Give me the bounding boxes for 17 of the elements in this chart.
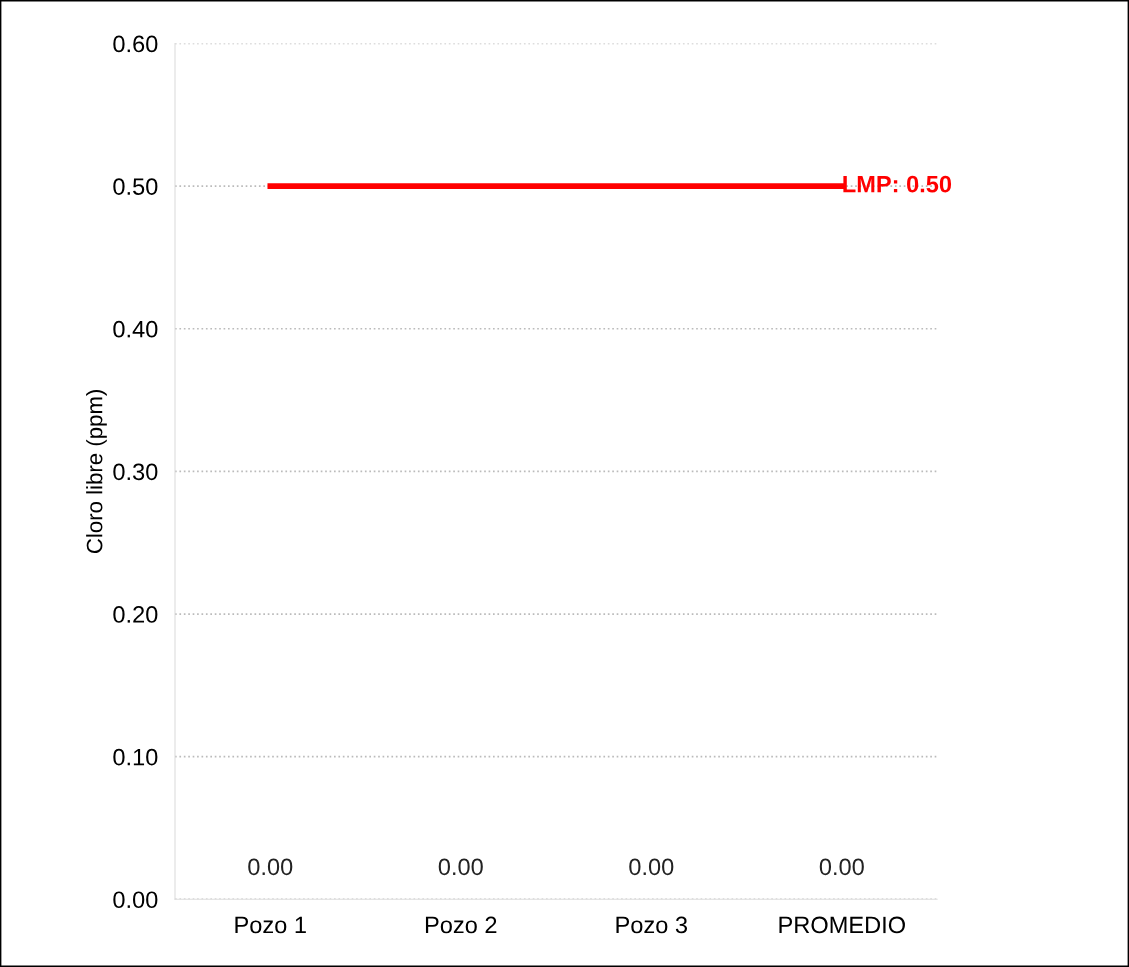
- data-label: 0.00: [629, 858, 674, 876]
- x-tick-label: PROMEDIO: [779, 916, 905, 934]
- x-tick-label: Pozo 1: [235, 916, 306, 934]
- y-tick-label: 0.20: [113, 606, 158, 623]
- annotation: LMP: 0.50: [843, 175, 952, 193]
- y-tick-label: 0.40: [113, 320, 158, 338]
- y-tick-label: 0.30: [113, 463, 158, 481]
- y-tick-label: 0.60: [113, 35, 158, 53]
- data-label: 0.00: [438, 858, 483, 876]
- y-tick-label: 0.10: [113, 748, 158, 766]
- x-tick-label: Pozo 2: [425, 916, 497, 934]
- data-label: 0.00: [819, 858, 864, 876]
- data-label: 0.00: [248, 858, 293, 876]
- y-tick-label: 0.50: [113, 178, 158, 195]
- y-tick-label: 0.00: [113, 891, 158, 909]
- x-tick-label: Pozo 3: [616, 916, 688, 934]
- y-axis-title: Cloro libre (ppm): [86, 390, 107, 554]
